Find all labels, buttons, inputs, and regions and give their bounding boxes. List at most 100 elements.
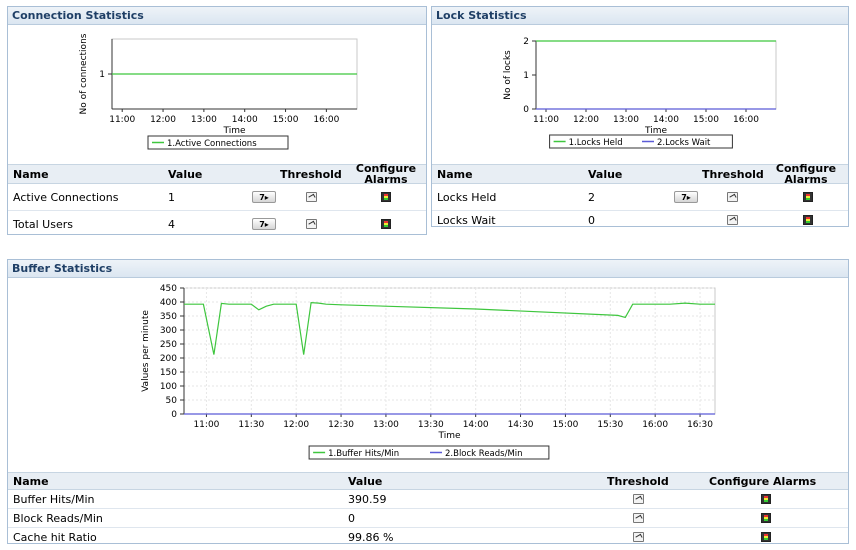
connection-statistics-panel: Connection Statistics 1 11:00 12:00 13:00 14… xyxy=(7,6,427,235)
threshold-edit-icon[interactable] xyxy=(633,532,644,542)
legend-label: 2.Locks Wait xyxy=(657,138,711,148)
legend-box xyxy=(147,135,289,150)
lock-statistics-panel: Lock Statistics 2 1 0 11:00 12:00 13:00 14:00 1… xyxy=(431,6,849,227)
row-name: Locks Held xyxy=(437,190,497,204)
table-row: Block Reads/Min 0 xyxy=(8,509,848,528)
row-value: 0 xyxy=(348,511,355,525)
attribute-graph-button[interactable]: 7 ▸ xyxy=(252,218,276,230)
table-row: Total Users 4 7 ▸ xyxy=(8,211,426,237)
row-value: 4 xyxy=(168,217,175,231)
x-tick-label: 11:00 xyxy=(193,420,219,430)
row-value: 2 xyxy=(588,190,595,204)
legend-label: 1.Locks Held xyxy=(569,138,623,148)
x-tick-label: 12:00 xyxy=(283,420,309,430)
configure-alarm-icon[interactable] xyxy=(381,192,391,202)
y-tick-label: 0 xyxy=(523,105,529,115)
table-row: Locks Held 2 7 ▸ xyxy=(432,184,848,211)
lock-chart: 2 1 0 11:00 12:00 13:00 14:00 15:00 16:00 Time No … xyxy=(503,37,777,149)
y-tick-label: 350 xyxy=(160,312,177,322)
threshold-edit-icon[interactable] xyxy=(633,494,644,504)
header-threshold: Threshold xyxy=(702,167,764,181)
table-row: Locks Wait 0 xyxy=(432,211,848,229)
header-value: Value xyxy=(168,167,203,181)
y-tick-label: 100 xyxy=(160,382,177,392)
x-tick-label: 12:00 xyxy=(573,115,599,125)
header-name: Name xyxy=(13,474,49,488)
attribute-graph-button[interactable]: 7 ▸ xyxy=(674,191,698,203)
buffer-table: Name Value Threshold Configure Alarms Bu… xyxy=(8,472,848,546)
row-value: 99.86 % xyxy=(348,530,394,544)
row-value: 390.59 xyxy=(348,492,387,506)
configure-alarm-icon[interactable] xyxy=(761,513,771,523)
y-tick-label: 200 xyxy=(160,354,177,364)
connection-chart: 1 11:00 12:00 13:00 14:00 15:00 16:00 Time No of… xyxy=(79,33,358,150)
x-axis-label: Time xyxy=(437,431,460,441)
x-tick-label: 15:00 xyxy=(693,115,719,125)
plot-area xyxy=(535,40,777,110)
x-tick-label: 16:30 xyxy=(687,420,713,430)
header-configure-alarms: Configure Alarms xyxy=(709,474,817,488)
x-tick-label: 13:00 xyxy=(613,115,639,125)
lock-table: Name Value Threshold Configure Alarms Lo… xyxy=(432,162,848,229)
threshold-edit-icon[interactable] xyxy=(727,215,738,225)
row-name: Total Users xyxy=(13,217,73,231)
configure-alarm-icon[interactable] xyxy=(381,219,391,229)
y-tick-label: 450 xyxy=(160,284,177,294)
configure-alarm-icon[interactable] xyxy=(761,494,771,504)
row-name: Buffer Hits/Min xyxy=(13,492,95,506)
threshold-edit-icon[interactable] xyxy=(727,192,738,202)
row-value: 1 xyxy=(168,190,175,204)
header-configure-alarms: Configure Alarms xyxy=(775,162,837,186)
buffer-statistics-panel: Buffer Statistics 450 400 350 300 250 200 150 1… xyxy=(7,259,849,544)
y-tick-label: 0 xyxy=(171,410,177,420)
x-tick-label: 14:00 xyxy=(653,115,679,125)
x-tick-label: 16:00 xyxy=(313,115,339,125)
y-axis-label: Values per minute xyxy=(141,310,151,392)
y-tick-label: 1 xyxy=(523,71,529,81)
configure-alarm-icon[interactable] xyxy=(803,215,813,225)
x-tick-label: 15:00 xyxy=(552,420,578,430)
x-tick-label: 11:30 xyxy=(238,420,264,430)
row-value: 0 xyxy=(588,213,595,227)
row-name: Block Reads/Min xyxy=(13,511,103,525)
x-tick-label: 12:30 xyxy=(328,420,354,430)
x-tick-label: 15:00 xyxy=(273,115,299,125)
legend-box xyxy=(308,445,550,460)
x-tick-label: 14:00 xyxy=(463,420,489,430)
buffer-statistics-title: Buffer Statistics xyxy=(8,260,848,278)
header-value: Value xyxy=(348,474,383,488)
header-value: Value xyxy=(588,167,623,181)
series-line xyxy=(184,301,715,355)
x-tick-label: 11:00 xyxy=(109,115,135,125)
x-tick-label: 12:00 xyxy=(150,115,176,125)
lock-statistics-title: Lock Statistics xyxy=(432,7,848,25)
table-header: Name Value Threshold Configure Alarms xyxy=(8,472,848,490)
y-tick-label: 400 xyxy=(160,298,177,308)
buffer-chart: 450 400 350 300 250 200 150 100 50 0 11:00 11:30 12:… xyxy=(141,284,716,460)
y-tick-label: 1 xyxy=(99,70,105,80)
configure-alarm-icon[interactable] xyxy=(761,532,771,542)
header-threshold: Threshold xyxy=(280,167,342,181)
legend-label: 1.Buffer Hits/Min xyxy=(328,449,399,459)
x-axis-label: Time xyxy=(222,126,245,136)
x-tick-label: 14:00 xyxy=(232,115,258,125)
x-tick-label: 13:00 xyxy=(373,420,399,430)
y-tick-label: 300 xyxy=(160,326,177,336)
x-tick-label: 11:00 xyxy=(533,115,559,125)
threshold-edit-icon[interactable] xyxy=(306,192,317,202)
row-name: Locks Wait xyxy=(437,213,496,227)
table-row: Active Connections 1 7 ▸ xyxy=(8,184,426,211)
x-tick-label: 14:30 xyxy=(508,420,534,430)
connection-statistics-title: Connection Statistics xyxy=(8,7,426,25)
y-axis-label: No of connections xyxy=(79,33,89,114)
x-tick-label: 15:30 xyxy=(597,420,623,430)
row-name: Cache hit Ratio xyxy=(13,530,97,544)
attribute-graph-button[interactable]: 7 ▸ xyxy=(252,191,276,203)
x-tick-label: 13:30 xyxy=(418,420,444,430)
table-row: Buffer Hits/Min 390.59 xyxy=(8,490,848,509)
threshold-edit-icon[interactable] xyxy=(633,513,644,523)
threshold-edit-icon[interactable] xyxy=(306,219,317,229)
configure-alarm-icon[interactable] xyxy=(803,192,813,202)
y-tick-label: 2 xyxy=(523,37,529,47)
legend-label: 1.Active Connections xyxy=(167,139,257,149)
